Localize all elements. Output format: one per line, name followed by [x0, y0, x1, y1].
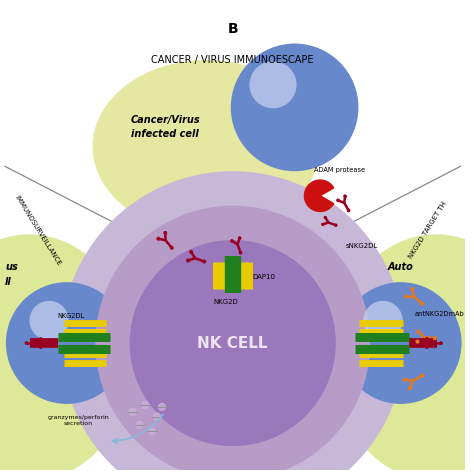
Circle shape — [164, 232, 166, 234]
Circle shape — [239, 252, 242, 254]
Circle shape — [142, 401, 149, 409]
Circle shape — [340, 282, 462, 404]
Circle shape — [426, 338, 428, 340]
Circle shape — [337, 199, 339, 201]
Ellipse shape — [0, 235, 133, 474]
Circle shape — [404, 295, 407, 298]
Circle shape — [231, 240, 233, 242]
Circle shape — [403, 378, 406, 381]
Circle shape — [129, 240, 336, 446]
Circle shape — [421, 302, 424, 305]
Circle shape — [421, 374, 424, 377]
Circle shape — [26, 342, 27, 344]
Circle shape — [344, 195, 346, 197]
Ellipse shape — [93, 61, 319, 233]
Circle shape — [231, 44, 358, 171]
Circle shape — [190, 251, 192, 253]
Text: NKG2DL: NKG2DL — [57, 312, 84, 319]
Circle shape — [411, 288, 414, 290]
Circle shape — [440, 342, 442, 344]
Circle shape — [335, 224, 337, 226]
Text: NKG2D: NKG2D — [213, 299, 238, 305]
Circle shape — [324, 217, 327, 219]
Circle shape — [129, 409, 136, 415]
Circle shape — [29, 301, 69, 340]
Text: DAP10: DAP10 — [252, 274, 275, 280]
Text: Cancer/Virus
infected cell: Cancer/Virus infected cell — [130, 115, 200, 138]
Circle shape — [157, 237, 160, 240]
Circle shape — [364, 301, 402, 340]
Text: antNKG2DmAb: antNKG2DmAb — [414, 310, 464, 317]
Circle shape — [61, 171, 405, 474]
Text: CANCER / VIRUS IMMUNOESCAPE: CANCER / VIRUS IMMUNOESCAPE — [152, 55, 314, 65]
Wedge shape — [304, 180, 334, 211]
Circle shape — [39, 346, 42, 348]
Circle shape — [203, 260, 206, 263]
Text: sNKG2DL: sNKG2DL — [346, 243, 378, 249]
Circle shape — [417, 330, 420, 333]
Text: ADAM protease: ADAM protease — [314, 167, 365, 173]
Circle shape — [322, 223, 324, 225]
Text: ll: ll — [5, 277, 12, 287]
Text: Auto: Auto — [388, 263, 414, 273]
Circle shape — [6, 282, 128, 404]
Text: NKG2D TARGET TH: NKG2D TARGET TH — [408, 201, 448, 260]
Text: B: B — [228, 22, 238, 36]
Circle shape — [39, 338, 42, 340]
Circle shape — [136, 421, 143, 428]
Text: granzymes/perforin
secretion: granzymes/perforin secretion — [48, 415, 109, 426]
Circle shape — [171, 246, 173, 249]
Circle shape — [249, 61, 297, 109]
Circle shape — [416, 340, 419, 343]
Circle shape — [149, 428, 155, 435]
Circle shape — [434, 337, 437, 339]
Text: IMMUNOSURVEILLANCE: IMMUNOSURVEILLANCE — [13, 194, 62, 266]
Circle shape — [187, 259, 189, 262]
Text: us: us — [5, 263, 18, 273]
Circle shape — [154, 413, 161, 420]
Circle shape — [409, 387, 411, 390]
Circle shape — [159, 403, 165, 410]
Text: NK CELL: NK CELL — [198, 336, 268, 351]
Ellipse shape — [333, 235, 474, 474]
Circle shape — [426, 346, 428, 348]
Circle shape — [347, 210, 350, 211]
Circle shape — [238, 237, 241, 239]
Circle shape — [95, 206, 370, 474]
